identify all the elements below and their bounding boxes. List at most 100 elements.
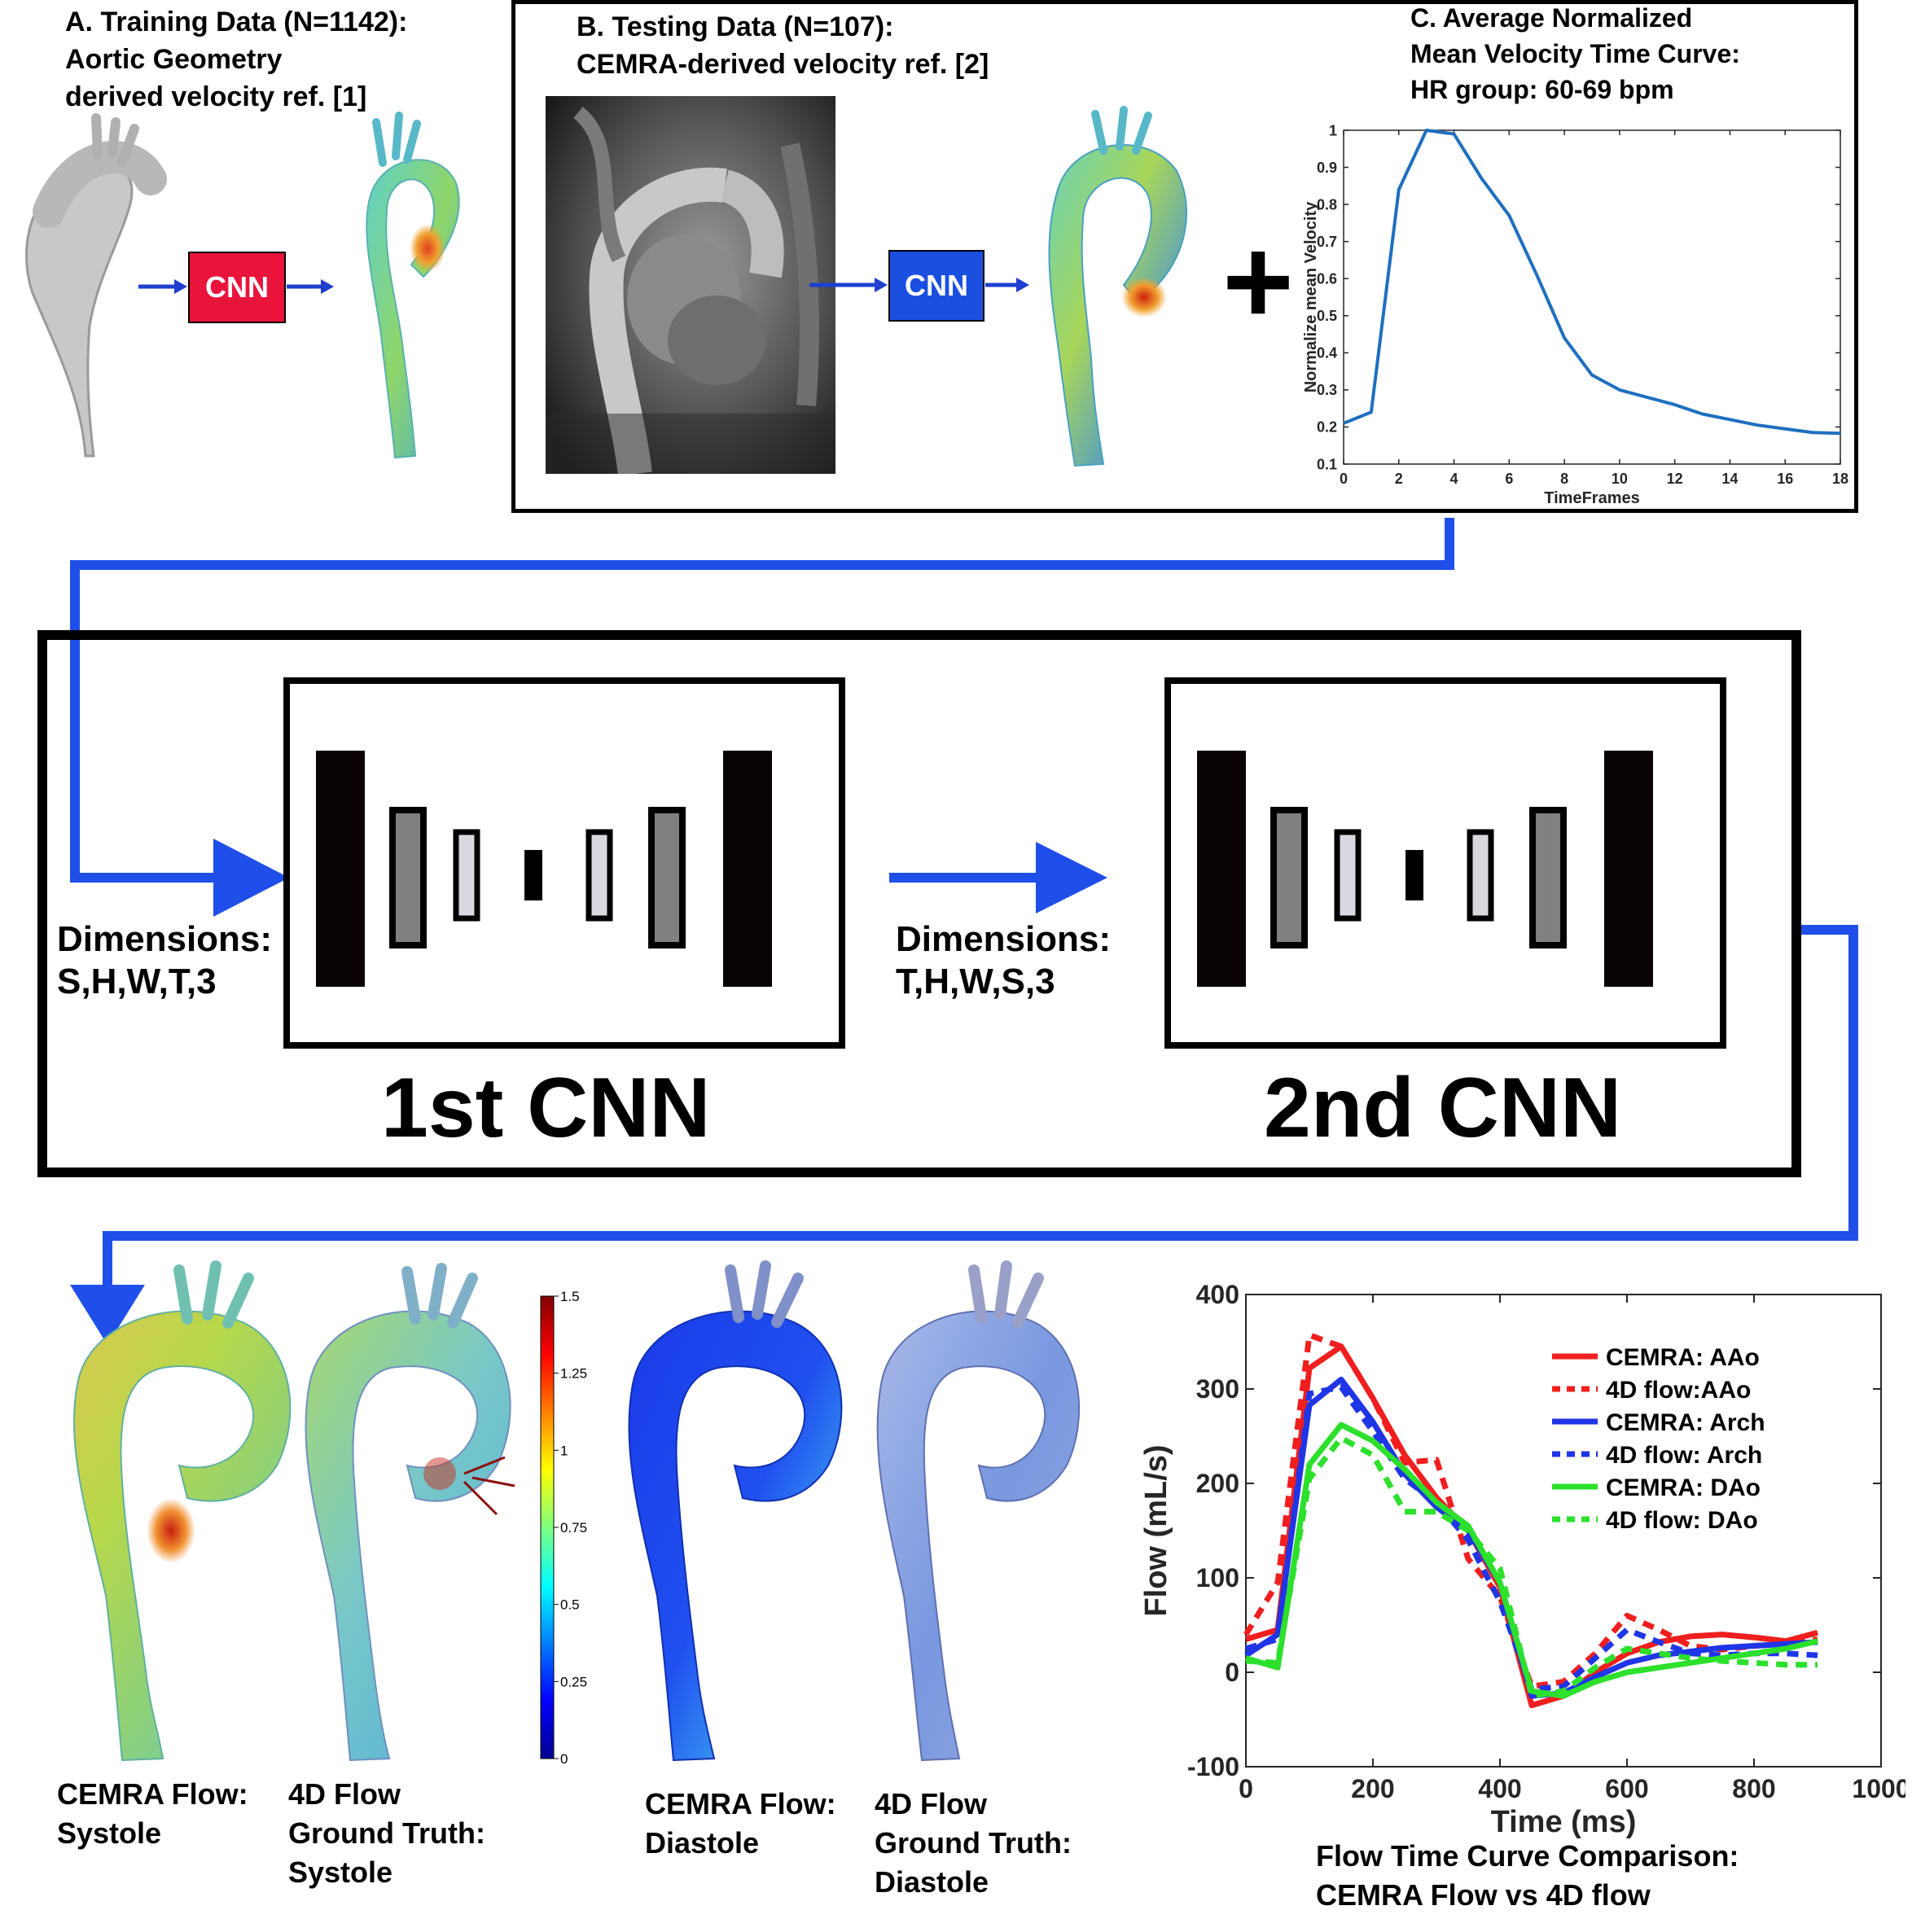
caption-4d-systole-l2: Ground Truth: <box>288 1816 485 1850</box>
aorta-velocity-output-a <box>366 112 460 459</box>
x-tick-label: 16 <box>1777 471 1793 487</box>
encoder-layer-1 <box>1197 751 1246 987</box>
arrowhead-second-cnn <box>1036 842 1107 913</box>
plot-area <box>1343 129 1841 465</box>
y-tick-label: 0.5 <box>1317 308 1337 324</box>
colorbar-tick-label: 1 <box>560 1443 568 1458</box>
series-line-1 <box>1245 1343 1818 1709</box>
dimensions-first-value: S,H,W,T,3 <box>57 962 217 1001</box>
x-tick-label: 0 <box>1340 471 1348 487</box>
dimensions-first-label: Dimensions: <box>57 919 273 959</box>
series-line-4 <box>1245 1384 1818 1693</box>
y-tick-label: 0.3 <box>1317 382 1337 398</box>
x-tick-label: 200 <box>1351 1774 1394 1803</box>
caption-4d-diastole-l3: Diastole <box>875 1865 989 1899</box>
panel-c-title-line3: HR group: 60-69 bpm <box>1410 75 1674 104</box>
y-tick-label: -100 <box>1187 1752 1239 1781</box>
legend-label: 4D flow:AAo <box>1606 1377 1751 1404</box>
connector-top-to-first-cnn <box>70 518 1454 883</box>
panel-c-title-line2: Mean Velocity Time Curve: <box>1410 39 1740 68</box>
y-tick-label: 0.7 <box>1317 234 1337 250</box>
y-tick-label: 200 <box>1196 1469 1239 1498</box>
series-line-1 <box>1343 129 1841 436</box>
velocity-colorbar: 1.5 1.25 1 0.75 0.5 0.25 0 <box>540 1289 587 1767</box>
y-tick-label: 0.1 <box>1317 456 1337 472</box>
panel-b-title-line1: B. Testing Data (N=107): <box>577 11 894 42</box>
encoder-layer-1 <box>316 751 365 987</box>
x-axis-label: Time (ms) <box>1491 1805 1637 1839</box>
caption-cemra-systole-l2: Systole <box>57 1816 162 1850</box>
testing-data-frame <box>511 0 1858 513</box>
encoder-layer-3 <box>1334 829 1362 922</box>
flow-chart-caption-l2: CEMRA Flow vs 4D flow <box>1316 1878 1651 1912</box>
second-cnn-title: 2nd CNN <box>1264 1061 1622 1155</box>
encoder-layer-3 <box>453 829 480 922</box>
caption-cemra-systole-l1: CEMRA Flow: <box>57 1777 248 1811</box>
x-tick-label: 18 <box>1832 471 1848 487</box>
y-tick-label: 400 <box>1196 1280 1239 1309</box>
y-tick-label: 1 <box>1329 122 1337 138</box>
encoder-layer-2 <box>389 807 427 948</box>
colorbar-tick-label: 1.5 <box>560 1289 580 1304</box>
panel-a-title-line2: Aortic Geometry <box>65 44 283 75</box>
aorta-velocity-output-b <box>1048 106 1187 467</box>
panel-a-title-line3: derived velocity ref. [1] <box>65 81 367 112</box>
connector-second-cnn-to-results <box>103 925 1858 1293</box>
bottleneck-layer <box>1405 850 1423 900</box>
x-tick-label: 6 <box>1505 471 1513 487</box>
colorbar-tick-label: 0.75 <box>560 1520 587 1536</box>
x-tick-label: 10 <box>1612 471 1628 487</box>
first-cnn-title: 1st CNN <box>381 1061 711 1155</box>
caption-4d-diastole-l2: Ground Truth: <box>875 1826 1072 1860</box>
cemra-mri-image <box>546 96 835 474</box>
caption-cemra-diastole-l1: CEMRA Flow: <box>645 1787 836 1820</box>
4d-flow-systole-image <box>305 1263 515 1762</box>
y-tick-label: 300 <box>1196 1374 1239 1404</box>
aortic-geometry-image <box>25 113 167 458</box>
cnn-label-training: CNN <box>205 270 269 304</box>
arrowhead-first-cnn <box>213 839 289 917</box>
cemra-flow-systole-image <box>72 1260 292 1762</box>
x-tick-label: 8 <box>1560 471 1568 487</box>
decoder-layer-2 <box>1529 807 1567 948</box>
series-line-6 <box>1245 1435 1818 1699</box>
x-tick-label: 4 <box>1450 471 1458 487</box>
y-tick-label: 100 <box>1196 1563 1239 1592</box>
encoder-layer-2 <box>1270 807 1308 948</box>
cnn-box-training <box>188 252 286 323</box>
dimensions-second-label: Dimensions: <box>896 919 1112 959</box>
dimensions-second-value: T,H,W,S,3 <box>896 962 1055 1001</box>
x-tick-label: 2 <box>1395 471 1403 487</box>
colorbar-tick-label: 0.5 <box>560 1597 580 1613</box>
decoder-layer-2 <box>648 807 686 948</box>
cnn-label-testing: CNN <box>905 269 968 302</box>
x-tick-label: 600 <box>1605 1774 1648 1803</box>
y-axis-label: Flow (mL/s) <box>1139 1444 1173 1616</box>
legend-label: 4D flow: DAo <box>1606 1507 1758 1534</box>
panel-b-arrows <box>809 250 1029 322</box>
caption-4d-systole-l3: Systole <box>288 1855 393 1889</box>
decoder-layer-3 <box>585 829 613 922</box>
flow-chart-caption-l1: Flow Time Curve Comparison: <box>1316 1839 1739 1873</box>
x-tick-label: 1000 <box>1852 1774 1905 1803</box>
4d-flow-diastole-image <box>876 1260 1081 1762</box>
x-axis-label: TimeFrames <box>1544 489 1639 507</box>
x-tick-label: 800 <box>1732 1774 1775 1803</box>
plus-sign: + <box>1222 212 1294 349</box>
decoder-layer-3 <box>1467 829 1494 922</box>
x-tick-label: 12 <box>1667 471 1683 487</box>
cnn-pipeline-frame <box>37 630 1801 1177</box>
panel-b-title-line2: CEMRA-derived velocity ref. [2] <box>577 49 989 80</box>
decoder-layer-1 <box>723 751 772 987</box>
cemra-flow-diastole-image <box>628 1260 843 1762</box>
decoder-layer-1 <box>1604 751 1653 987</box>
legend-label: 4D flow: Arch <box>1606 1442 1762 1469</box>
y-tick-label: 0.4 <box>1317 345 1337 361</box>
y-tick-label: 0.2 <box>1317 419 1337 436</box>
arrowhead-results <box>70 1285 145 1345</box>
legend-box <box>1546 1334 1792 1544</box>
second-cnn-network-diagram <box>1164 677 1726 1049</box>
legend-label: CEMRA: AAo <box>1606 1344 1760 1371</box>
